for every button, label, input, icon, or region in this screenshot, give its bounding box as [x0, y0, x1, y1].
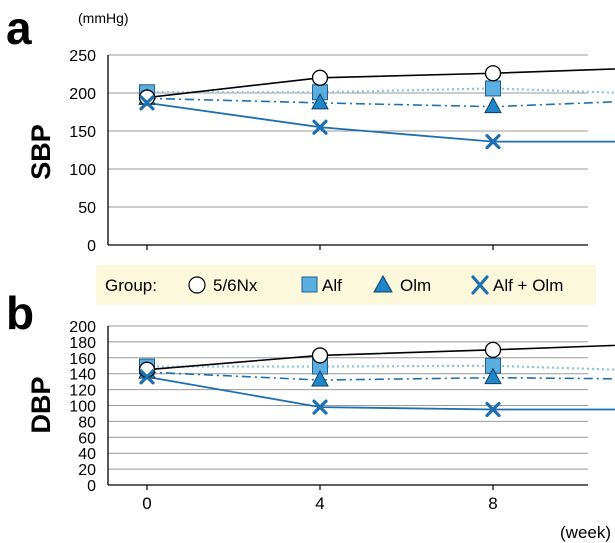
data-point-x — [312, 119, 328, 135]
legend-x-marker — [471, 275, 489, 295]
legend-circle-marker — [188, 276, 206, 294]
y-tick-label: 180 — [69, 335, 96, 352]
series-line — [146, 97, 615, 108]
panel-a-label: a — [6, 2, 32, 54]
y-tick-label: 200 — [69, 86, 96, 103]
data-point-x — [312, 399, 328, 415]
y-tick-label: 60 — [78, 430, 96, 447]
series-line — [146, 344, 615, 371]
series-line — [146, 375, 615, 411]
series-line — [147, 87, 615, 94]
x-tick-label: 8 — [488, 494, 497, 513]
data-point-x — [485, 134, 501, 150]
data-point-triangle — [484, 96, 502, 114]
legend-background — [96, 265, 596, 305]
y-tick-label: 120 — [69, 383, 96, 400]
x-unit-label: (week) — [560, 523, 611, 542]
panel-b-label: b — [6, 287, 34, 339]
series-line — [146, 101, 615, 143]
y-tick-label: 200 — [69, 319, 96, 336]
dbp-axis-label: DBP — [26, 376, 56, 433]
legend-square-marker — [301, 276, 318, 293]
y-tick-label: 140 — [69, 367, 96, 384]
series-line — [146, 371, 615, 381]
legend-label: Olm — [400, 276, 431, 295]
y-tick-label: 40 — [78, 446, 96, 463]
x-tick-label: 0 — [142, 494, 151, 513]
y-tick-label: 20 — [78, 462, 96, 479]
y-tick-label: 250 — [69, 48, 96, 65]
data-point-x — [139, 95, 155, 111]
legend-item-alf: Alf — [301, 276, 342, 295]
legend-item-5-6nx: 5/6Nx — [188, 276, 258, 295]
legend-label: Alf + Olm — [493, 276, 563, 295]
unit-label: (mmHg) — [78, 10, 129, 26]
legend-label: Alf — [322, 276, 342, 295]
y-tick-label: 0 — [87, 238, 96, 255]
y-tick-label: 100 — [69, 162, 96, 179]
legend-label: 5/6Nx — [213, 276, 258, 295]
y-tick-label: 80 — [78, 414, 96, 431]
data-point-x — [139, 369, 155, 385]
y-tick-label: 100 — [69, 399, 96, 416]
y-tick-label: 50 — [78, 200, 96, 217]
data-point-circle — [311, 347, 329, 364]
x-tick-label: 4 — [315, 494, 324, 513]
dbp-chart: 02040608010012014016018020004812 — [69, 319, 615, 513]
legend-title: Group: — [105, 276, 157, 295]
legend-item-alf-olm: Alf + Olm — [471, 275, 563, 295]
sbp-chart: 0 50 100 150 200 250 — [69, 48, 615, 255]
data-point-triangle — [311, 92, 329, 110]
data-point-circle — [484, 341, 502, 359]
series-line — [147, 364, 615, 371]
y-tick-label: 0 — [87, 478, 96, 495]
data-point-circle — [311, 69, 329, 86]
data-point-x — [485, 401, 501, 418]
legend-item-olm: Olm — [373, 274, 431, 295]
series-line — [146, 68, 615, 99]
legend: Group: 5/6Nx Alf Olm Alf + Olm — [96, 265, 596, 305]
y-tick-label: 160 — [69, 351, 96, 368]
y-tick-label: 150 — [69, 124, 96, 141]
sbp-axis-label: SBP — [26, 124, 56, 180]
legend-triangle-marker — [373, 274, 393, 293]
data-point-circle — [484, 65, 502, 82]
data-point-triangle — [484, 367, 502, 385]
data-point-triangle — [311, 369, 329, 387]
data-point-square — [485, 80, 501, 97]
